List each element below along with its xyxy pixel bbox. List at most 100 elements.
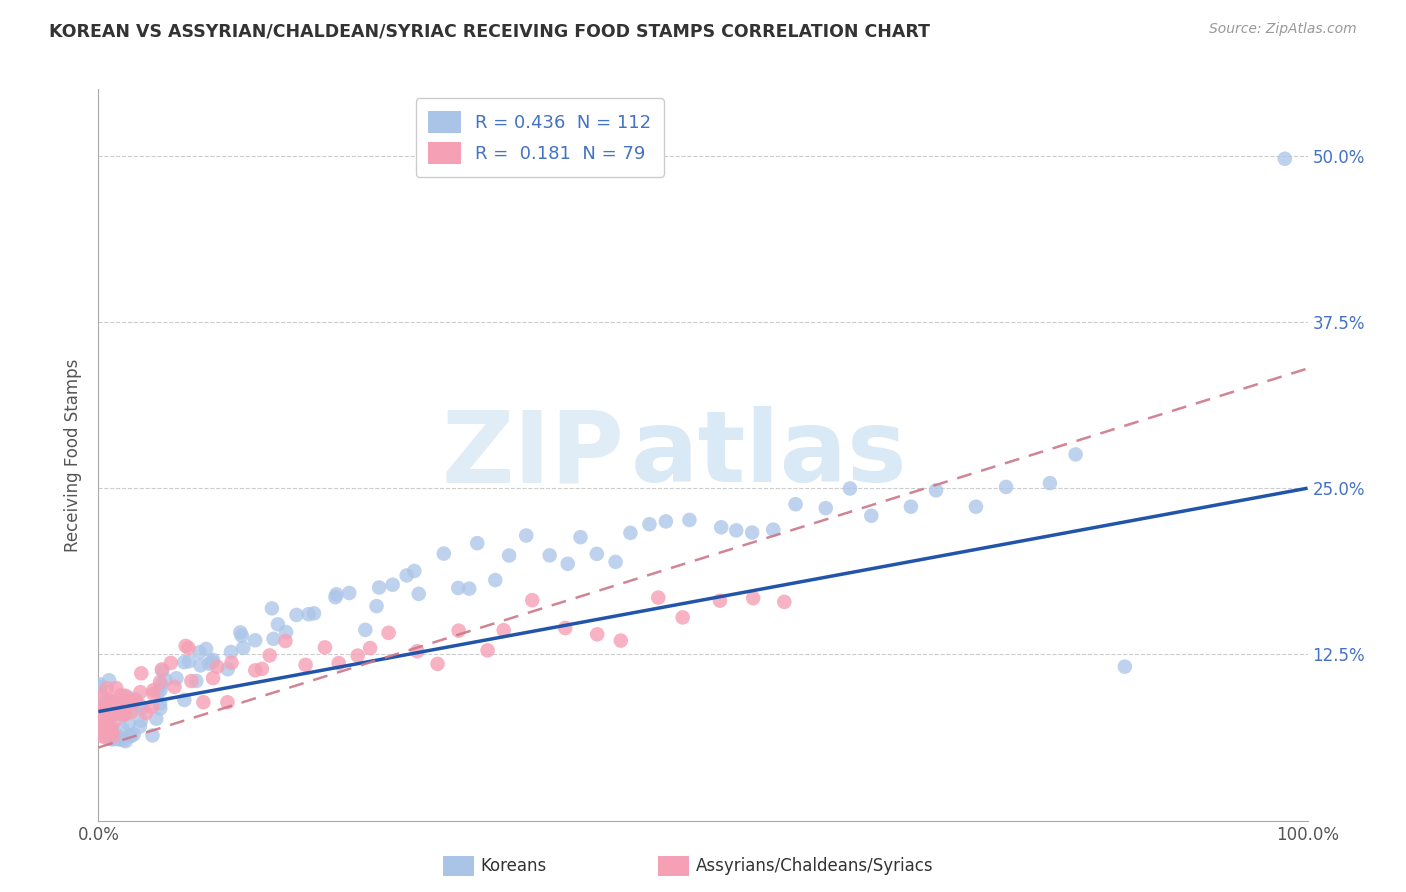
Point xyxy=(163,680,186,694)
Point xyxy=(458,582,481,596)
Text: Source: ZipAtlas.com: Source: ZipAtlas.com xyxy=(1209,22,1357,37)
Point xyxy=(90,681,112,695)
Point xyxy=(638,517,661,532)
Point xyxy=(492,623,515,637)
Point xyxy=(408,587,430,601)
Point xyxy=(202,671,225,685)
Point xyxy=(605,555,627,569)
Point xyxy=(447,624,470,638)
Point xyxy=(117,692,139,706)
Point xyxy=(91,702,114,716)
Point xyxy=(585,547,607,561)
Point xyxy=(217,662,239,676)
Point xyxy=(302,607,325,621)
Point xyxy=(96,681,118,695)
Point xyxy=(925,483,948,498)
Point xyxy=(150,678,173,692)
Point xyxy=(274,625,297,640)
Point xyxy=(122,727,145,741)
Point xyxy=(105,701,128,715)
Point xyxy=(515,528,537,542)
Point xyxy=(98,673,121,688)
Point xyxy=(103,714,125,729)
Point xyxy=(900,500,922,514)
Point xyxy=(93,709,115,723)
Point xyxy=(120,729,142,743)
Point xyxy=(554,621,576,635)
Point xyxy=(1064,447,1087,461)
Point xyxy=(377,625,399,640)
Point xyxy=(773,595,796,609)
Point xyxy=(1114,659,1136,673)
Point xyxy=(477,643,499,657)
Point xyxy=(104,696,127,710)
Point xyxy=(267,617,290,632)
Point xyxy=(120,705,142,719)
Point xyxy=(94,696,117,710)
Point xyxy=(96,723,118,737)
Point xyxy=(129,685,152,699)
Point xyxy=(193,695,215,709)
Point xyxy=(124,695,146,709)
Point xyxy=(259,648,281,663)
Point xyxy=(274,634,297,648)
Point xyxy=(117,690,139,704)
Point xyxy=(201,653,224,667)
Point xyxy=(231,629,253,643)
Point xyxy=(814,501,837,516)
Point xyxy=(128,719,150,733)
Point xyxy=(107,697,129,711)
Point xyxy=(337,586,360,600)
Point xyxy=(325,587,347,601)
Point xyxy=(112,707,135,722)
Point xyxy=(105,731,128,746)
Point xyxy=(108,704,131,718)
Point xyxy=(114,734,136,748)
Point xyxy=(94,726,117,740)
Point xyxy=(160,656,183,670)
Point xyxy=(108,707,131,722)
Point xyxy=(90,701,112,715)
Point xyxy=(346,648,368,663)
Point xyxy=(186,673,208,688)
Point xyxy=(785,497,807,511)
Point xyxy=(87,723,110,738)
Point xyxy=(586,627,609,641)
Point xyxy=(229,625,252,640)
Point xyxy=(100,724,122,739)
Point xyxy=(725,524,748,538)
Point xyxy=(354,623,377,637)
Point xyxy=(149,683,172,698)
Point xyxy=(180,674,202,689)
Point xyxy=(100,707,122,722)
Point xyxy=(91,721,114,735)
Point xyxy=(100,710,122,724)
Point xyxy=(155,673,177,687)
Point xyxy=(107,732,129,747)
Point xyxy=(149,697,172,711)
Point xyxy=(207,659,229,673)
Point xyxy=(190,658,212,673)
Point xyxy=(195,641,218,656)
Point xyxy=(177,640,200,655)
Point xyxy=(1274,152,1296,166)
Point xyxy=(860,508,883,523)
Point xyxy=(96,714,118,728)
Point xyxy=(90,689,112,703)
Point xyxy=(538,549,561,563)
Point xyxy=(498,549,520,563)
Point xyxy=(94,731,117,745)
Point xyxy=(217,695,239,709)
Point xyxy=(101,695,124,709)
Point xyxy=(250,662,273,676)
Point xyxy=(89,699,111,714)
Point xyxy=(104,703,127,717)
Point xyxy=(149,701,172,715)
Point xyxy=(101,732,124,747)
Point xyxy=(366,599,388,614)
Point xyxy=(150,664,173,678)
Point xyxy=(647,591,669,605)
Point xyxy=(328,656,350,670)
Point xyxy=(314,640,336,655)
Point xyxy=(131,700,153,714)
